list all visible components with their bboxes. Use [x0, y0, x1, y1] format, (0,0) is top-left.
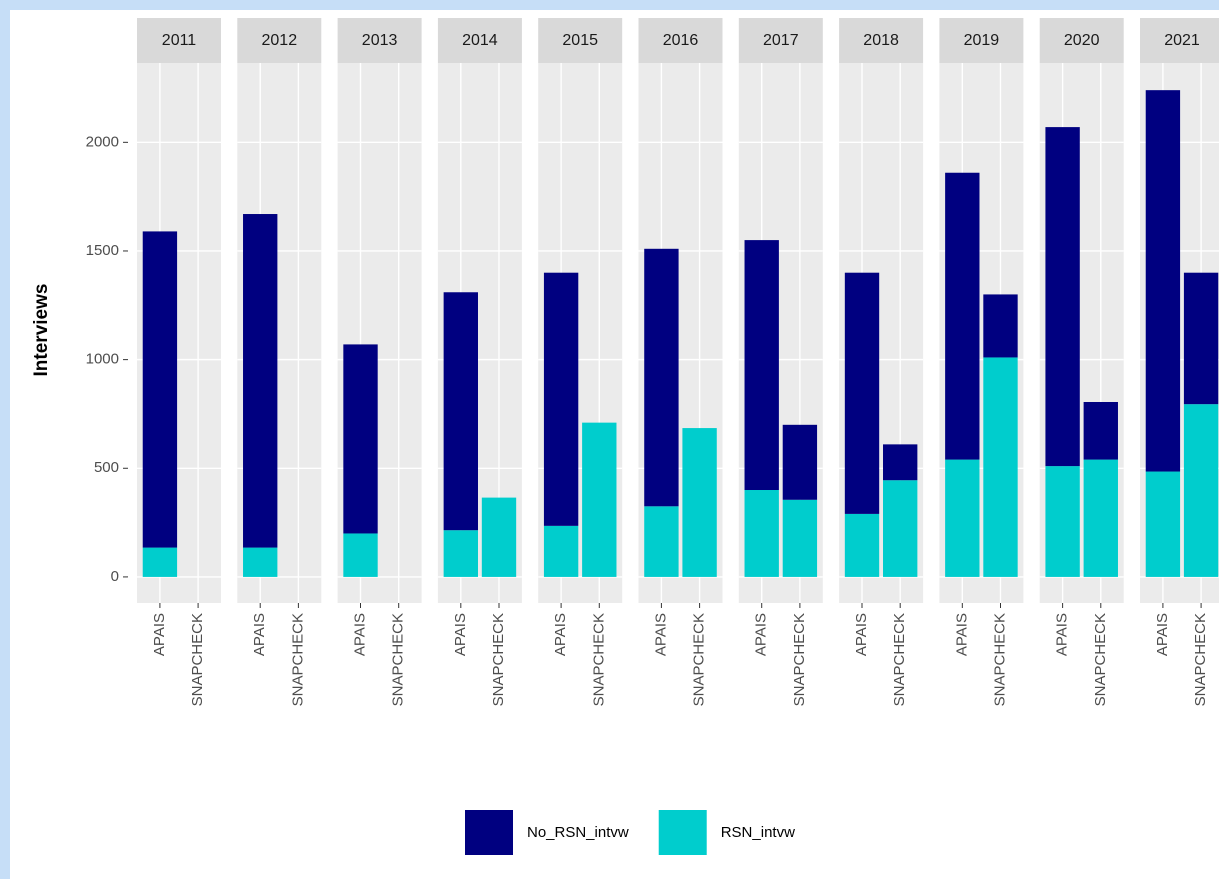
bar: [883, 480, 918, 577]
x-tick-label: SNAPCHECK: [590, 613, 607, 706]
strip-label: 2016: [663, 32, 699, 49]
bar: [1145, 471, 1181, 577]
strip-label: 2018: [863, 32, 899, 49]
x-tick-label: APAIS: [753, 613, 770, 656]
x-tick-label: SNAPCHECK: [289, 613, 306, 706]
y-tick-label: 2000: [86, 133, 119, 150]
bar: [1045, 127, 1080, 467]
bar: [782, 499, 818, 577]
bar: [243, 547, 278, 577]
strip: [237, 18, 322, 63]
strip-label: 2014: [462, 32, 498, 49]
x-tick-label: APAIS: [351, 613, 368, 656]
strip-label: 2015: [562, 32, 598, 49]
bar: [1183, 404, 1219, 577]
x-tick-label: SNAPCHECK: [791, 613, 808, 706]
bar: [844, 272, 880, 514]
bar: [945, 459, 980, 577]
bar: [243, 214, 278, 548]
strip: [939, 18, 1024, 63]
x-tick-label: SNAPCHECK: [1092, 613, 1109, 706]
bar: [343, 344, 378, 534]
bar: [582, 422, 617, 577]
x-tick-label: APAIS: [452, 613, 469, 656]
x-tick-label: SNAPCHECK: [991, 613, 1008, 706]
x-tick-label: SNAPCHECK: [691, 613, 708, 706]
bar: [945, 172, 980, 460]
bar: [142, 231, 178, 548]
strip: [137, 18, 221, 63]
bar: [644, 506, 679, 577]
strip: [1039, 18, 1124, 63]
bar: [883, 444, 918, 481]
legend-label: No_RSN_intvw: [527, 824, 629, 841]
strip: [437, 18, 522, 63]
strip: [538, 18, 623, 63]
bar: [142, 547, 178, 577]
x-tick-label: APAIS: [652, 613, 669, 656]
strip-label: 2019: [964, 32, 1000, 49]
x-tick-label: APAIS: [151, 613, 168, 656]
bar: [782, 424, 818, 500]
bar: [443, 292, 478, 531]
strip: [738, 18, 823, 63]
bar: [1183, 272, 1219, 405]
x-tick-label: SNAPCHECK: [891, 613, 908, 706]
strip-label: 2021: [1164, 32, 1200, 49]
strip: [337, 18, 422, 63]
bar: [1083, 459, 1118, 577]
x-tick-label: APAIS: [953, 613, 970, 656]
strip-label: 2012: [262, 32, 298, 49]
x-tick-label: APAIS: [1054, 613, 1071, 656]
bar: [543, 525, 579, 577]
bar: [844, 513, 880, 577]
bar: [983, 294, 1018, 358]
x-tick-label: APAIS: [1154, 613, 1171, 656]
bar: [983, 357, 1018, 577]
bar: [443, 530, 478, 577]
strip-label: 2013: [362, 32, 398, 49]
bar: [644, 248, 679, 507]
bar: [543, 272, 579, 526]
x-tick-label: APAIS: [251, 613, 268, 656]
x-tick-label: SNAPCHECK: [189, 613, 206, 706]
strip-label: 2020: [1064, 32, 1100, 49]
legend-swatch: [465, 810, 513, 855]
y-tick-label: 500: [94, 459, 119, 476]
x-tick-label: APAIS: [853, 613, 870, 656]
bar: [682, 428, 717, 577]
strip: [638, 18, 723, 63]
y-axis-label: Interviews: [31, 284, 52, 377]
y-tick-label: 1500: [86, 242, 119, 259]
x-tick-label: APAIS: [552, 613, 569, 656]
bar: [481, 497, 517, 577]
strip-label: 2017: [763, 32, 799, 49]
legend-label: RSN_intvw: [721, 824, 795, 841]
legend-swatch: [658, 810, 707, 855]
bar: [1045, 466, 1080, 577]
bar: [744, 240, 779, 491]
bar: [1083, 401, 1118, 460]
y-tick-label: 1000: [86, 351, 119, 368]
bar: [343, 533, 378, 577]
y-tick-label: 0: [111, 568, 119, 585]
strip: [839, 18, 924, 63]
strip-label: 2011: [162, 32, 197, 49]
bar: [1145, 90, 1181, 472]
x-tick-label: SNAPCHECK: [490, 613, 507, 706]
strip: [1140, 18, 1219, 63]
x-tick-label: SNAPCHECK: [1192, 613, 1209, 706]
x-tick-label: SNAPCHECK: [390, 613, 407, 706]
bar: [744, 490, 779, 577]
